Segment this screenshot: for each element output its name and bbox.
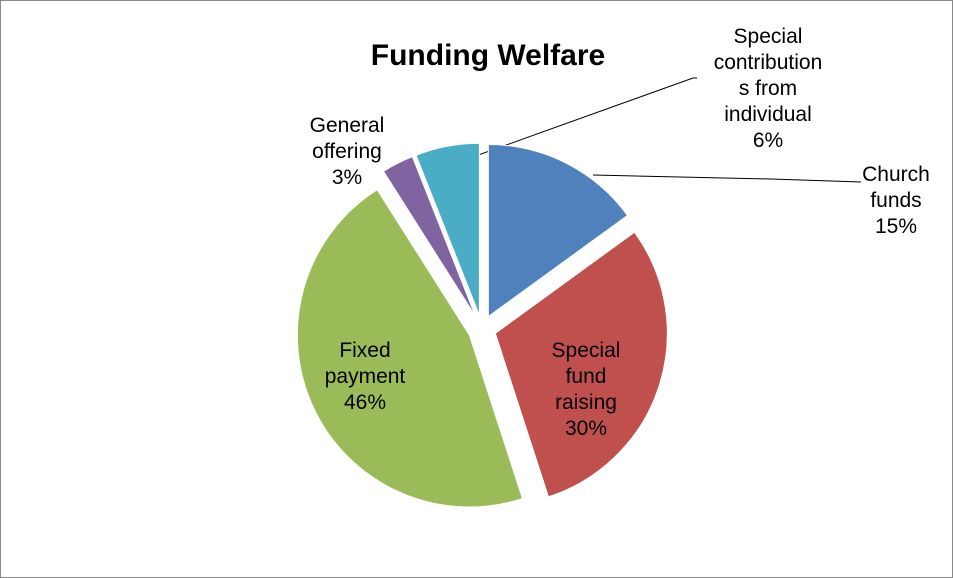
slice-percent: 6% xyxy=(753,129,783,152)
slice-percent: 46% xyxy=(344,391,386,414)
slice-category: General xyxy=(310,114,385,137)
slice-percent: 15% xyxy=(875,215,917,238)
pie-slice-special-fund-raising xyxy=(494,231,668,498)
slice-percent: 3% xyxy=(332,166,362,189)
slice-category: s from xyxy=(739,77,797,100)
slice-category: Special xyxy=(734,25,803,48)
slice-percent: 30% xyxy=(565,417,607,440)
leader-line xyxy=(592,174,862,183)
slice-label: Fixed payment 46% xyxy=(325,339,406,414)
slice-category: individual xyxy=(724,103,812,126)
slice-category: Fixed xyxy=(339,339,390,362)
slice-category: payment xyxy=(325,365,406,388)
slice-labels: Church funds 15% Special fund raising 30% Fixed… xyxy=(310,25,930,440)
slice-category: contribution xyxy=(714,51,823,74)
leader-lines xyxy=(455,77,862,183)
slice-category: Church xyxy=(862,163,930,186)
pie-slice-church-funds xyxy=(487,144,629,318)
pie-slice-general-offering xyxy=(382,155,477,317)
slice-category: raising xyxy=(555,391,617,414)
slice-category: offering xyxy=(312,140,382,163)
slice-category: fund xyxy=(566,365,607,388)
leader-line xyxy=(455,77,697,164)
slice-label: Special contribution s from individual 6% xyxy=(714,25,823,152)
slice-category: Special xyxy=(552,339,621,362)
chart-title: Funding Welfare xyxy=(371,39,605,72)
pie-slices xyxy=(296,142,668,508)
slice-label: General offering 3% xyxy=(310,114,385,189)
slice-label: Church funds 15% xyxy=(862,163,930,238)
pie-slice-special-contributions-from-individual xyxy=(415,142,480,316)
slice-category: funds xyxy=(870,189,921,212)
pie-slice-fixed-payment xyxy=(296,189,524,508)
slice-label: Special fund raising 30% xyxy=(552,339,621,440)
